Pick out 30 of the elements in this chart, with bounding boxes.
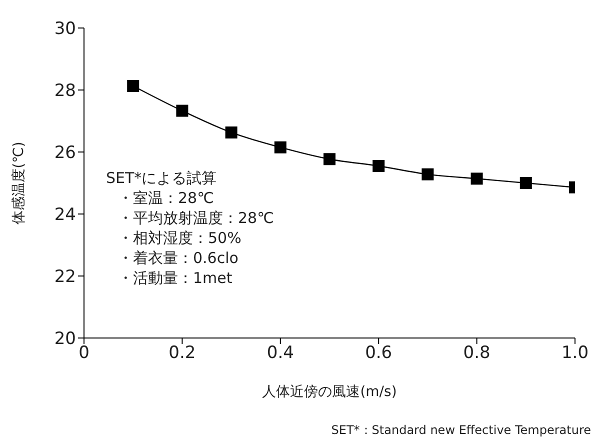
annotation: ・室温：28℃: [117, 188, 215, 208]
x-tick-label: 0: [78, 343, 90, 364]
text: SET*：Standard new Effective Temperature: [331, 422, 591, 439]
x-axis-title: 人体近傍の風速(m/s): [262, 384, 397, 400]
y-tick-label: 28: [54, 81, 76, 102]
x-tick-label: 0.2: [168, 343, 196, 364]
point: [422, 168, 434, 180]
y-tick-label: 20: [54, 329, 76, 350]
point: [127, 80, 140, 92]
y-axis-title: 体感温度(℃): [10, 142, 27, 224]
y-tick-label: 30: [54, 19, 76, 40]
point: [372, 160, 385, 172]
point: [176, 104, 188, 117]
annotation: ・相対湿度：50%: [117, 228, 242, 248]
point: [520, 177, 532, 189]
x-tick-label: 0.8: [463, 343, 490, 364]
annotation: ・平均放射温度：28℃: [117, 208, 274, 228]
annotation: ・着衣量：0.6clo: [117, 248, 240, 268]
y-tick-label: 22: [54, 267, 76, 288]
point: [225, 126, 238, 138]
y-tick-label: 24: [54, 205, 76, 226]
point: [274, 141, 286, 154]
y-tick-label: 26: [54, 143, 76, 164]
x-tick-label: 0.6: [365, 343, 392, 364]
point: [470, 172, 483, 185]
x-tick-label: 0.4: [266, 343, 294, 364]
annotation: SET*による試算: [106, 168, 218, 188]
annotation: ・活動量：1met: [117, 268, 234, 288]
point: [324, 153, 336, 166]
x-tick-label: 1.0: [561, 343, 589, 364]
